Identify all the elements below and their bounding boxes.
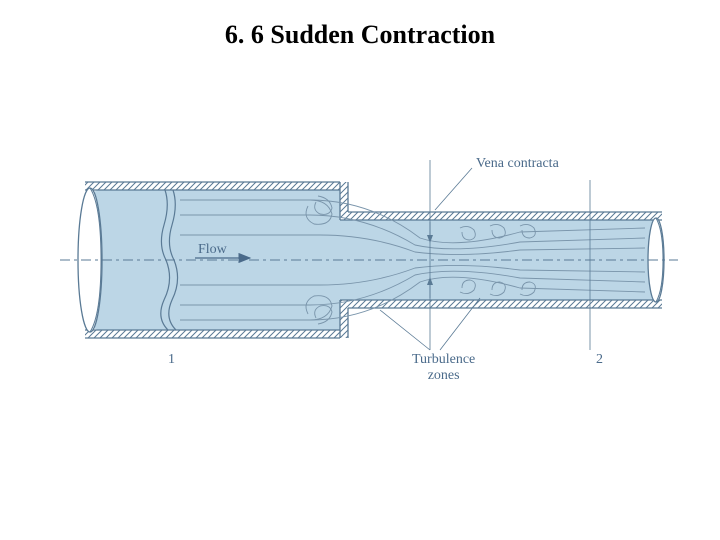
section2-label: 2 <box>596 352 603 368</box>
hatch-step-top <box>340 182 348 220</box>
turb-leader-1 <box>380 310 430 350</box>
flow-label: Flow <box>198 242 227 258</box>
hatch-top-large <box>85 182 340 190</box>
title-text: Sudden Contraction <box>270 20 495 49</box>
hatch-bot-large <box>85 330 340 338</box>
vena-contracta-label: Vena contracta <box>476 156 559 172</box>
vena-leader <box>435 168 472 210</box>
title-number: 6. 6 <box>225 20 271 49</box>
section1-label: 1 <box>168 352 175 368</box>
contraction-diagram <box>60 150 680 390</box>
hatch-top-small <box>348 212 662 220</box>
hatch-step-bot <box>340 300 348 338</box>
turbulence-label: Turbulence zones <box>412 352 475 384</box>
page-title: 6. 6 Sudden Contraction <box>0 20 720 50</box>
hatch-bot-small <box>348 300 662 308</box>
